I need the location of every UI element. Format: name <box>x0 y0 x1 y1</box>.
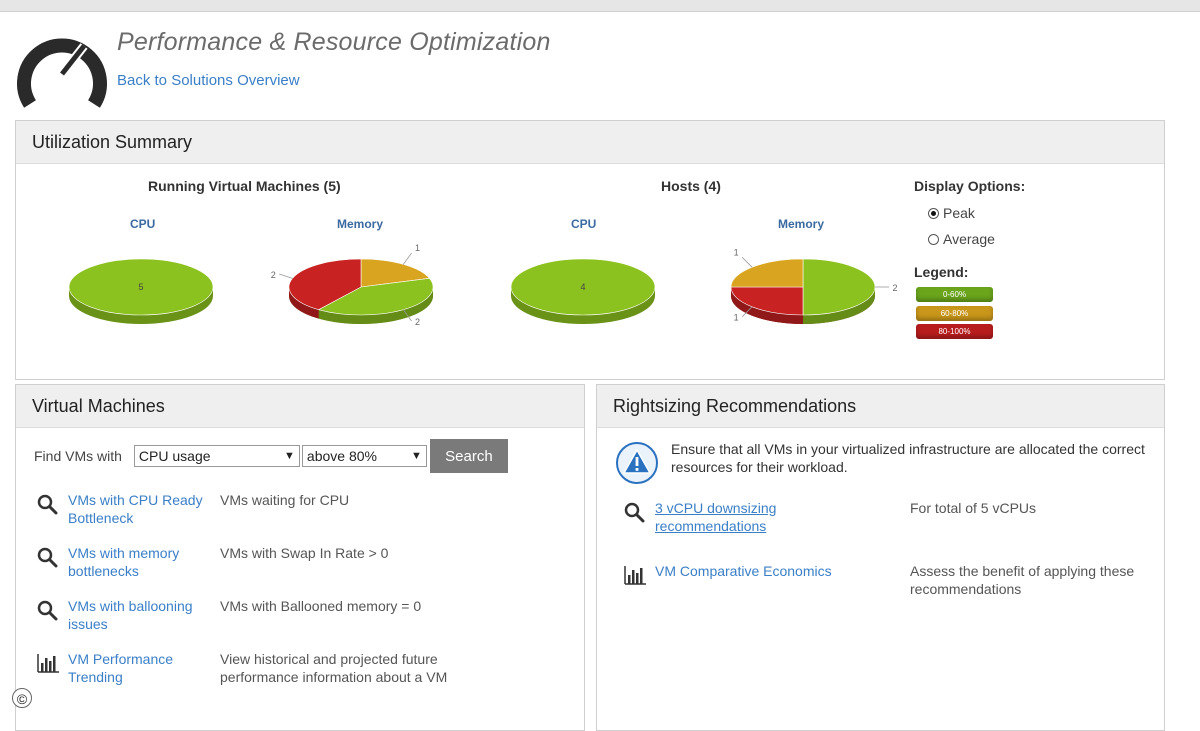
magnifier-icon[interactable] <box>36 546 60 568</box>
magnifier-icon[interactable] <box>623 501 647 523</box>
average-label: Average <box>943 231 995 247</box>
rightsizing-panel: Rightsizing Recommendations Ensure that … <box>596 384 1165 731</box>
peak-radio-button[interactable] <box>928 207 939 219</box>
vm-memory-pie-chart: 1 2 2 <box>271 243 434 327</box>
info-icon <box>616 442 658 484</box>
vm-cpu-ready-link[interactable]: VMs with CPU Ready Bottleneck <box>68 492 203 526</box>
pie-slice-side <box>289 287 319 319</box>
rightsizing-info-text: Ensure that all VMs in your virtualized … <box>671 441 1145 475</box>
pie-slice-side <box>731 287 803 324</box>
find-vms-label: Find VMs with <box>34 448 122 464</box>
find-vms-row: Find VMs with CPU usage ▼ above 80% ▼ Se… <box>34 439 508 473</box>
virtual-machines-header: Virtual Machines <box>16 385 584 428</box>
utilization-summary-header: Utilization Summary <box>16 121 1164 164</box>
threshold-select-value: above 80% <box>306 448 377 464</box>
vm-list-item: VMs with CPU Ready Bottleneck VMs waitin… <box>36 491 576 531</box>
pie-slice <box>317 278 434 316</box>
display-options-title: Display Options: <box>914 178 1026 194</box>
pie-leader-line <box>741 257 753 268</box>
bar-chart-icon[interactable] <box>36 652 60 674</box>
pie-slice-label: 4 <box>580 282 585 292</box>
pie-slice-side <box>803 287 875 324</box>
pie-slice-label: 1 <box>415 243 420 253</box>
host-cpu-pie-chart: 4 <box>510 258 656 324</box>
vm-list-item: VMs with ballooning issues VMs with Ball… <box>36 597 576 637</box>
metric-select[interactable]: CPU usage ▼ <box>133 445 300 467</box>
average-radio-option[interactable]: Average <box>928 231 995 247</box>
copyright-badge: © <box>12 688 32 708</box>
vm-ballooning-link[interactable]: VMs with ballooning issues <box>68 598 193 632</box>
vm-list-item: VM Performance Trending View historical … <box>36 650 576 690</box>
magnifier-icon[interactable] <box>36 599 60 621</box>
pie-leader-line <box>279 273 293 279</box>
running-vms-title: Running Virtual Machines (5) <box>148 178 341 194</box>
host-memory-chart-title: Memory <box>778 217 825 231</box>
chevron-down-icon: ▼ <box>284 450 295 462</box>
virtual-machines-panel: Virtual Machines Find VMs with CPU usage… <box>15 384 585 731</box>
legend-chip-0-60: 0-60% <box>916 287 993 302</box>
rightsizing-list-item: VM Comparative Economics Assess the bene… <box>623 562 1153 602</box>
pie-slice-label: 1 <box>734 313 739 323</box>
pie-slice <box>68 258 214 316</box>
speedometer-logo-icon <box>17 38 107 108</box>
vm-cpu-chart-title: CPU <box>130 217 156 231</box>
threshold-select[interactable]: above 80% ▼ <box>301 445 427 467</box>
vm-cpu-pie-chart: 5 <box>68 258 214 324</box>
rightsizing-row-description: For total of 5 vCPUs <box>910 500 1037 516</box>
back-to-solutions-link[interactable]: Back to Solutions Overview <box>117 72 300 89</box>
pie-slice-label: 2 <box>271 270 276 280</box>
vm-row-description: View historical and projected future per… <box>220 651 448 685</box>
pie-slice-label: 1 <box>734 247 739 257</box>
chevron-down-icon: ▼ <box>411 450 422 462</box>
pie-side <box>511 287 655 324</box>
hosts-title: Hosts (4) <box>661 178 721 194</box>
pie-leader-line <box>741 306 753 317</box>
pie-leader-line <box>402 309 412 322</box>
host-cpu-chart-title: CPU <box>571 217 597 231</box>
search-button[interactable]: Search <box>429 439 508 473</box>
vm-row-description: VMs with Swap In Rate > 0 <box>220 545 389 561</box>
pie-side <box>69 287 213 324</box>
vm-performance-trending-link[interactable]: VM Performance Trending <box>68 651 174 685</box>
bar-chart-icon[interactable] <box>623 564 647 586</box>
host-memory-pie-chart: 2 1 1 <box>730 247 898 324</box>
vm-row-description: VMs with Ballooned memory = 0 <box>220 598 422 614</box>
pie-slice-label: 2 <box>892 283 897 293</box>
rightsizing-row-description: Assess the benefit of applying these rec… <box>910 563 1135 597</box>
vm-list-item: VMs with memory bottlenecks VMs with Swa… <box>36 544 576 584</box>
vm-row-description: VMs waiting for CPU <box>220 492 350 508</box>
pie-slice <box>360 258 431 288</box>
utilization-summary-panel: Utilization Summary Running Virtual Mach… <box>15 120 1165 380</box>
pie-leader-line <box>402 252 412 265</box>
average-radio-button[interactable] <box>928 233 939 245</box>
metric-select-value: CPU usage <box>138 448 211 464</box>
peak-radio-option[interactable]: Peak <box>928 205 975 221</box>
vcpu-downsizing-link[interactable]: 3 vCPU downsizing recommendations <box>655 500 777 534</box>
browser-top-bar <box>0 0 1200 12</box>
legend-chip-60-80: 60-80% <box>916 306 993 321</box>
page-title: Performance & Resource Optimization <box>117 28 551 56</box>
pie-slice <box>730 286 804 316</box>
rightsizing-list-item: 3 vCPU downsizing recommendations For to… <box>623 499 1153 539</box>
vm-memory-bottleneck-link[interactable]: VMs with memory bottlenecks <box>68 545 180 579</box>
rightsizing-header: Rightsizing Recommendations <box>597 385 1164 428</box>
pie-slice-label: 2 <box>415 317 420 327</box>
vm-comparative-economics-link[interactable]: VM Comparative Economics <box>655 563 832 579</box>
pie-slice-label: 5 <box>138 282 143 292</box>
legend-title: Legend: <box>914 264 969 280</box>
legend-chip-80-100: 80-100% <box>916 324 993 339</box>
peak-label: Peak <box>943 205 975 221</box>
pie-slice <box>730 258 804 288</box>
vm-memory-chart-title: Memory <box>337 217 384 231</box>
magnifier-icon[interactable] <box>36 493 60 515</box>
pie-slice <box>510 258 656 316</box>
